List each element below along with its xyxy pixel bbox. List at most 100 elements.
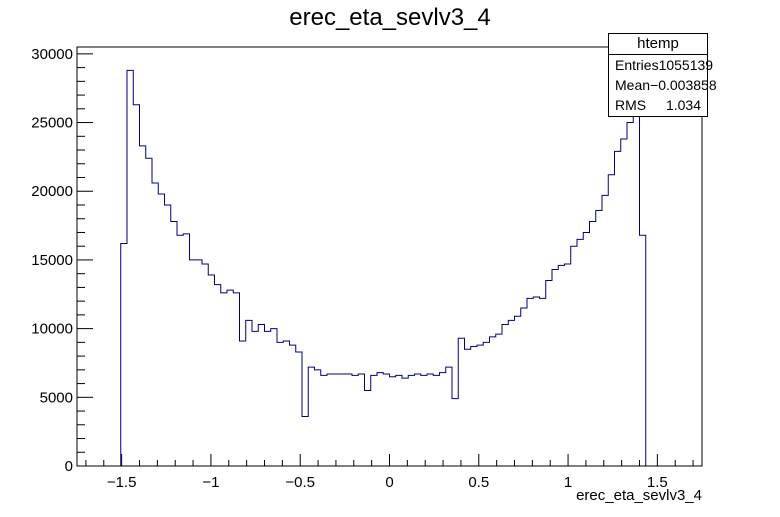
- histogram-bin: [558, 265, 564, 466]
- x-tick-label: 0: [385, 474, 393, 491]
- histogram-bin: [308, 367, 314, 466]
- histogram-bin: [133, 105, 139, 466]
- y-tick-label: 25000: [31, 115, 73, 132]
- histogram-bin: [565, 264, 571, 466]
- histogram-bin: [296, 352, 302, 466]
- histogram-bin: [527, 298, 533, 466]
- histogram-bin: [183, 234, 189, 466]
- histogram-bin: [258, 325, 264, 466]
- histogram-bin: [546, 281, 552, 466]
- y-tick-label: 10000: [31, 321, 73, 338]
- histogram-bin: [427, 374, 433, 466]
- histogram-bin: [140, 146, 146, 466]
- histogram-bin: [440, 373, 446, 466]
- stats-box: htemp Entries 1055139 Mean −0.003858 RMS…: [608, 33, 717, 117]
- histogram-bins: [121, 70, 646, 466]
- histogram-bin: [158, 194, 164, 466]
- histogram-bin: [496, 334, 502, 466]
- histogram-bin: [452, 399, 458, 466]
- y-tick-label: 20000: [31, 183, 73, 200]
- histogram-bin: [146, 158, 152, 466]
- histogram-bin: [152, 183, 158, 466]
- stats-value: −0.003858: [650, 77, 717, 93]
- histogram-bin: [265, 331, 271, 466]
- histogram-bin: [221, 293, 227, 466]
- histogram-bin: [490, 337, 496, 466]
- histogram-bin: [458, 338, 464, 466]
- histogram-bin: [402, 378, 408, 466]
- histogram-bin: [415, 374, 421, 466]
- y-tick-label: 30000: [31, 46, 73, 63]
- histogram-bin: [602, 195, 608, 466]
- histogram-bin: [627, 123, 633, 466]
- axis-ticks: [77, 53, 694, 467]
- histogram-bin: [283, 341, 289, 466]
- histogram-bin: [533, 297, 539, 466]
- histogram-bin: [315, 370, 321, 466]
- histogram-bin: [246, 320, 252, 466]
- histogram-bin: [596, 210, 602, 466]
- histogram-bin: [640, 235, 646, 466]
- histogram-bin: [165, 205, 171, 466]
- histogram-bin: [252, 331, 258, 466]
- histogram-bin: [190, 260, 196, 466]
- stats-row-mean: Mean −0.003858: [609, 75, 717, 95]
- histogram-bin: [171, 221, 177, 466]
- histogram-bin: [433, 375, 439, 466]
- histogram-bin: [515, 316, 521, 466]
- histogram-bin: [327, 374, 333, 466]
- stats-row-entries: Entries 1055139: [609, 55, 713, 75]
- x-tick-label: 1.5: [647, 474, 668, 491]
- histogram-bin: [277, 342, 283, 466]
- histogram-bin: [377, 373, 383, 466]
- histogram-bin: [358, 374, 364, 466]
- histogram-bin: [621, 139, 627, 466]
- histogram-bin: [608, 175, 614, 466]
- histogram-bin: [508, 320, 514, 466]
- histogram-bin: [321, 375, 327, 466]
- histogram-bin: [196, 260, 202, 466]
- histogram-bin: [552, 270, 558, 466]
- y-tick-label: 0: [65, 458, 73, 475]
- histogram-bin: [240, 341, 246, 466]
- histogram-bin: [421, 375, 427, 466]
- x-tick-label: −1: [202, 474, 219, 491]
- histogram-bin: [333, 374, 339, 466]
- histogram-bin: [371, 375, 377, 466]
- histogram-bin: [340, 374, 346, 466]
- histogram-bin: [571, 246, 577, 466]
- histogram-bin: [352, 375, 358, 466]
- histogram-bin: [471, 346, 477, 466]
- histogram-bin: [465, 349, 471, 466]
- plot-frame: [76, 46, 703, 467]
- histogram-bin: [446, 367, 452, 466]
- histogram-line: [120, 69, 647, 466]
- histogram-bin: [302, 417, 308, 466]
- histogram-bin: [121, 243, 127, 466]
- histogram-bin: [521, 308, 527, 466]
- histogram-bin: [202, 264, 208, 466]
- histogram-bin: [396, 375, 402, 466]
- y-tick-label: 5000: [40, 389, 73, 406]
- stats-label: Mean: [615, 77, 651, 93]
- y-tick-label: 15000: [31, 252, 73, 269]
- histogram-bin: [502, 325, 508, 466]
- histogram-bin: [127, 70, 133, 466]
- x-axis-label: erec_eta_sevlv3_4: [576, 487, 702, 504]
- histogram-bin: [271, 329, 277, 466]
- histogram-bin: [577, 239, 583, 466]
- stats-value: 1055139: [658, 57, 714, 73]
- histogram-bin: [290, 345, 296, 466]
- histogram-bin: [233, 293, 239, 466]
- histogram-bin: [208, 275, 214, 466]
- histogram-bin: [583, 232, 589, 466]
- histogram-bin: [383, 374, 389, 466]
- stats-label: Entries: [615, 57, 659, 73]
- histogram-bin: [177, 235, 183, 466]
- x-tick-label: 1: [564, 474, 572, 491]
- histogram-bin: [483, 342, 489, 466]
- tick-labels: −1.5 −1 −0.5 0 0.5 1 1.5 0 5000 10000 15000 20000 25…: [31, 46, 668, 491]
- x-tick-label: −0.5: [285, 474, 315, 491]
- histogram-bin: [346, 374, 352, 466]
- histogram-bin: [540, 298, 546, 466]
